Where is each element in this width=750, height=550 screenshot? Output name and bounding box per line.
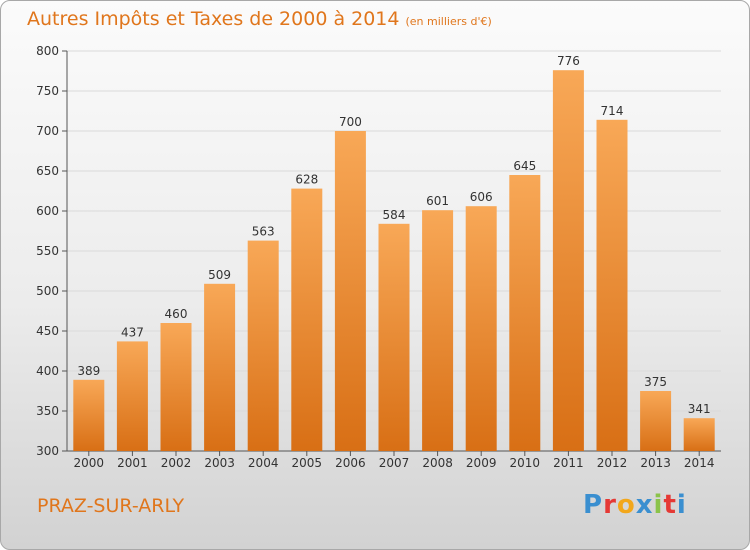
x-tick-label: 2007: [379, 456, 410, 470]
y-tick-label: 750: [36, 84, 59, 98]
x-tick-label: 2001: [117, 456, 148, 470]
data-label: 606: [470, 190, 493, 204]
bar-2000: [73, 379, 105, 451]
bar-2003: [204, 283, 236, 451]
bar-2007: [378, 223, 410, 451]
y-tick-label: 450: [36, 324, 59, 338]
logo-letter: i: [653, 490, 664, 520]
chart-subtitle: (en milliers d'€): [405, 15, 492, 28]
bars: [73, 70, 715, 452]
data-label: 375: [644, 375, 667, 389]
y-tick-label: 350: [36, 404, 59, 418]
bar-2002: [160, 323, 192, 451]
y-tick-label: 300: [36, 444, 59, 458]
y-tick-label: 500: [36, 284, 59, 298]
y-tick-label: 600: [36, 204, 59, 218]
y-tick-label: 800: [36, 44, 59, 58]
data-label: 509: [208, 268, 231, 282]
x-tick-label: 2000: [74, 456, 105, 470]
proxiti-logo: Proxiti: [583, 490, 687, 520]
x-tick-label: 2014: [684, 456, 715, 470]
commune-name: PRAZ-SUR-ARLY: [37, 495, 185, 517]
bar-2008: [422, 210, 454, 451]
data-label: 389: [77, 364, 100, 378]
bar-2013: [640, 391, 672, 451]
x-tick-label: 2005: [292, 456, 323, 470]
y-tick-label: 550: [36, 244, 59, 258]
data-label: 714: [601, 104, 624, 118]
bar-2012: [596, 119, 628, 452]
data-label: 437: [121, 325, 144, 339]
bar-2014: [683, 418, 715, 451]
y-tick-label: 650: [36, 164, 59, 178]
bar-2006: [334, 131, 366, 451]
y-tick-label: 700: [36, 124, 59, 138]
data-label: 584: [383, 208, 406, 222]
logo-letter: i: [676, 490, 687, 520]
logo-letter: r: [603, 490, 617, 520]
logo-letter: o: [616, 490, 636, 520]
data-label: 563: [252, 225, 275, 239]
data-label: 628: [295, 173, 318, 187]
bar-2010: [509, 175, 541, 451]
logo-letter: t: [663, 490, 677, 520]
x-tick-label: 2012: [597, 456, 628, 470]
bar-2011: [552, 70, 584, 451]
logo-letter: P: [583, 490, 604, 520]
x-tick-label: 2006: [335, 456, 366, 470]
x-tick-label: 2002: [161, 456, 192, 470]
data-label: 460: [165, 307, 188, 321]
bar-2004: [247, 240, 279, 451]
x-tick-label: 2003: [204, 456, 235, 470]
data-labels: 389 437 460 509 563 628 700 584 601 606 645 776 714 3…: [77, 54, 710, 416]
data-label: 341: [688, 402, 711, 416]
data-label: 700: [339, 115, 362, 129]
x-tick-label: 2010: [510, 456, 541, 470]
bar-2009: [465, 206, 497, 451]
data-label: 645: [513, 159, 536, 173]
x-tick-label: 2011: [553, 456, 584, 470]
bar-2001: [116, 341, 148, 451]
title-block: Autres Impôts et Taxes de 2000 à 2014 (en…: [27, 8, 492, 30]
x-tick-label: 2009: [466, 456, 497, 470]
data-label: 776: [557, 54, 580, 68]
y-tick-label: 400: [36, 364, 59, 378]
x-tick-label: 2004: [248, 456, 279, 470]
x-tick-label: 2008: [422, 456, 453, 470]
x-tick-label: 2013: [640, 456, 671, 470]
bar-2005: [291, 188, 323, 451]
logo-letter: x: [635, 490, 654, 520]
chart-title: Autres Impôts et Taxes de 2000 à 2014: [27, 8, 400, 30]
data-label: 601: [426, 194, 449, 208]
